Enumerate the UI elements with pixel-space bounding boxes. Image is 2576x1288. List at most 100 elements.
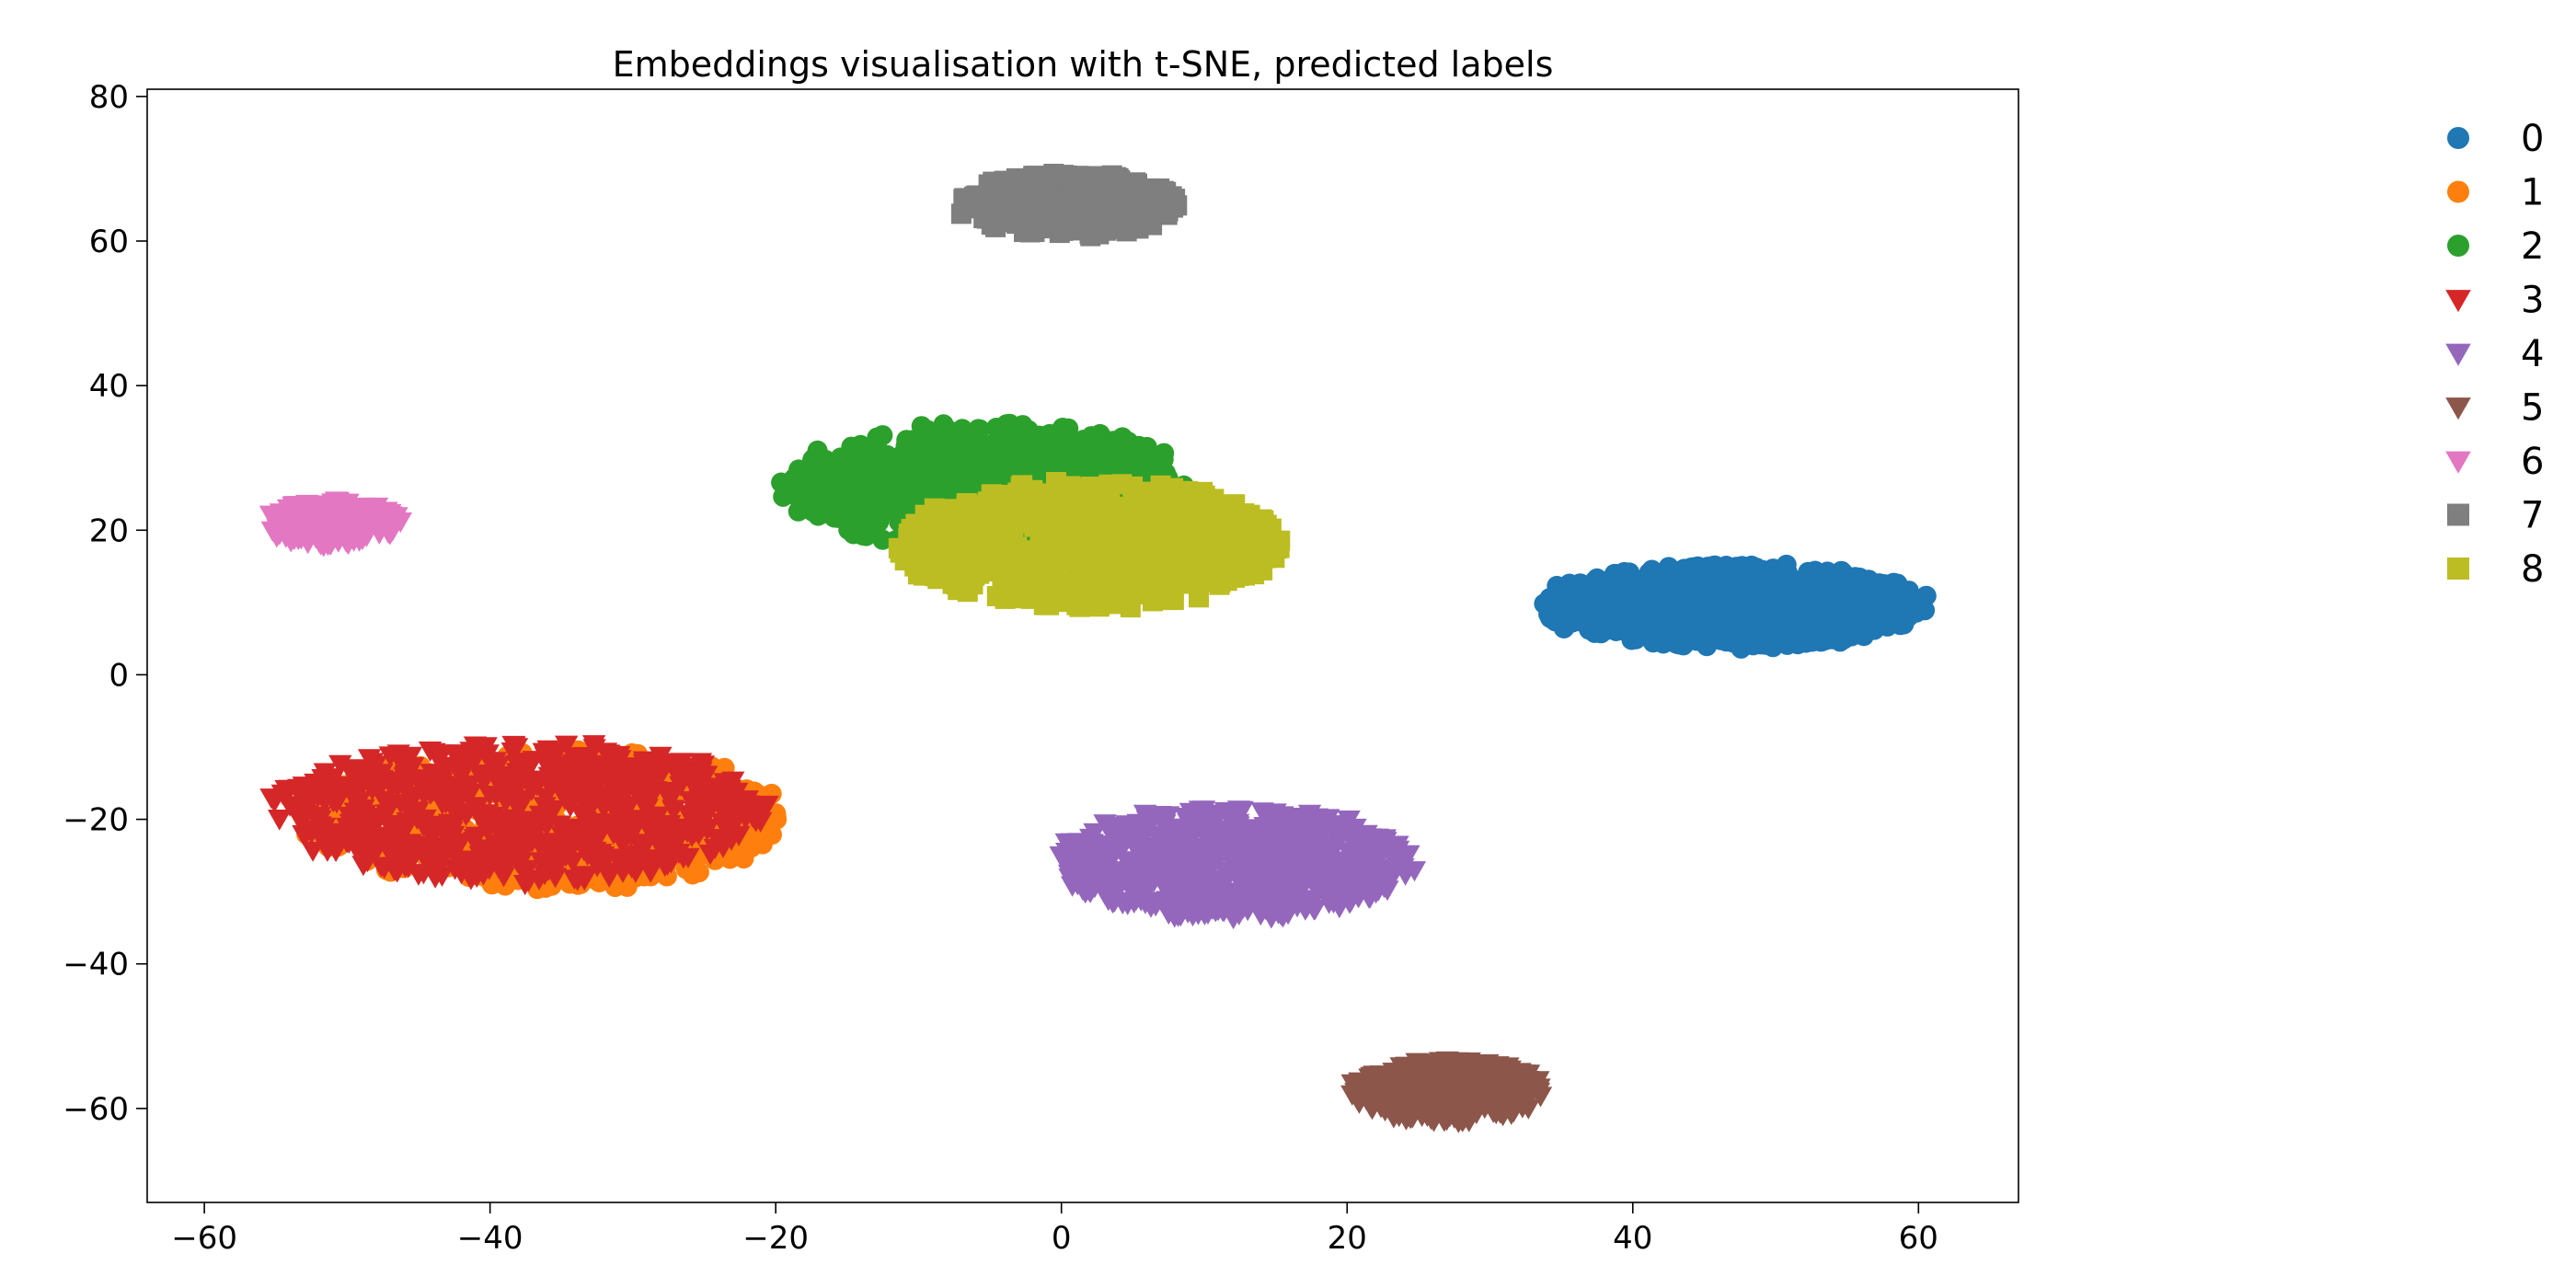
point-series-3 [424, 769, 448, 790]
point-series-8 [1019, 499, 1041, 520]
point-series-4 [1135, 881, 1159, 903]
point-series-2 [911, 416, 932, 437]
point-series-4 [1248, 822, 1271, 844]
point-series-8 [1256, 514, 1277, 535]
point-series-2 [1097, 448, 1117, 469]
point-series-4 [1227, 865, 1251, 886]
point-series-3 [411, 864, 436, 885]
point-series-7 [1063, 174, 1084, 195]
point-series-4 [1394, 865, 1418, 886]
point-series-0 [1895, 593, 1916, 615]
point-series-3 [499, 767, 523, 788]
point-series-4 [1269, 822, 1293, 844]
point-series-2 [877, 444, 897, 466]
point-series-8 [957, 581, 978, 603]
point-series-3 [372, 790, 396, 811]
point-series-7 [1079, 172, 1100, 193]
point-series-3 [634, 782, 658, 803]
point-series-3 [398, 834, 422, 855]
point-series-0 [1828, 569, 1849, 591]
point-series-4 [1153, 814, 1177, 835]
point-series-4 [1302, 890, 1326, 911]
point-series-3 [633, 837, 657, 858]
point-series-3 [324, 842, 348, 863]
point-series-8 [1150, 475, 1171, 496]
point-series-3 [328, 754, 352, 776]
point-series-8 [1076, 532, 1098, 553]
point-series-4 [1375, 880, 1399, 902]
point-series-0 [1821, 594, 1842, 615]
point-series-3 [534, 788, 558, 809]
point-series-3 [286, 782, 310, 803]
point-series-3 [618, 765, 642, 786]
point-series-3 [500, 786, 524, 807]
point-series-0 [1593, 592, 1615, 613]
point-series-3 [443, 803, 467, 825]
point-series-0 [1624, 604, 1645, 625]
point-series-8 [1040, 487, 1061, 508]
point-series-3 [368, 808, 392, 829]
point-series-4 [1138, 848, 1162, 869]
point-series-0 [1653, 571, 1674, 592]
point-series-3 [301, 841, 325, 862]
point-series-3 [605, 784, 629, 805]
point-series-5 [1501, 1100, 1524, 1121]
point-series-8 [1225, 494, 1246, 515]
point-series-0 [1673, 606, 1693, 627]
point-series-0 [1801, 581, 1823, 603]
point-series-0 [1842, 604, 1863, 625]
point-series-4 [1099, 868, 1123, 889]
point-series-4 [1254, 899, 1278, 921]
point-series-8 [1189, 587, 1209, 608]
point-series-4 [1218, 820, 1243, 841]
point-series-2 [913, 452, 934, 473]
point-series-4 [1316, 847, 1340, 868]
point-series-4 [1214, 883, 1238, 904]
point-series-7 [1040, 218, 1061, 239]
point-series-3 [431, 757, 455, 778]
point-series-3 [661, 801, 685, 822]
point-series-4 [1083, 822, 1107, 844]
point-series-4 [1067, 837, 1091, 858]
point-series-3 [597, 765, 621, 786]
point-series-3 [418, 742, 443, 763]
point-series-5 [1393, 1065, 1417, 1087]
series-0-points [1534, 554, 1937, 659]
point-series-4 [1328, 826, 1352, 847]
point-series-5 [1413, 1073, 1438, 1094]
point-series-0 [1748, 591, 1769, 611]
scatter-points [259, 164, 1937, 1133]
point-series-4 [1234, 890, 1258, 911]
point-series-3 [688, 790, 712, 811]
point-series-8 [973, 547, 995, 569]
point-series-3 [623, 811, 648, 832]
point-series-2 [1045, 449, 1066, 470]
point-series-4 [1104, 834, 1128, 855]
point-series-3 [639, 857, 663, 878]
point-series-0 [1553, 618, 1574, 638]
point-series-4 [1296, 855, 1320, 876]
point-series-4 [1202, 812, 1225, 834]
point-series-0 [1858, 592, 1879, 614]
point-series-0 [1650, 622, 1672, 643]
point-series-3 [361, 780, 385, 801]
point-series-2 [986, 418, 1006, 438]
point-series-0 [1550, 603, 1571, 624]
point-series-3 [620, 857, 644, 879]
point-series-3 [462, 859, 486, 880]
point-series-3 [663, 828, 687, 849]
point-series-4 [1366, 868, 1391, 889]
point-series-3 [711, 837, 735, 858]
series-5-points [1340, 1051, 1553, 1133]
point-series-4 [1294, 900, 1317, 921]
point-series-3 [543, 868, 568, 889]
point-series-4 [1055, 843, 1079, 864]
point-series-0 [1915, 600, 1936, 621]
point-series-2 [940, 467, 961, 489]
point-series-3 [307, 806, 331, 828]
point-series-3 [357, 749, 382, 770]
point-series-0 [1557, 583, 1578, 604]
point-series-0 [1742, 635, 1764, 656]
point-series-3 [288, 801, 312, 822]
point-series-3 [357, 818, 381, 839]
